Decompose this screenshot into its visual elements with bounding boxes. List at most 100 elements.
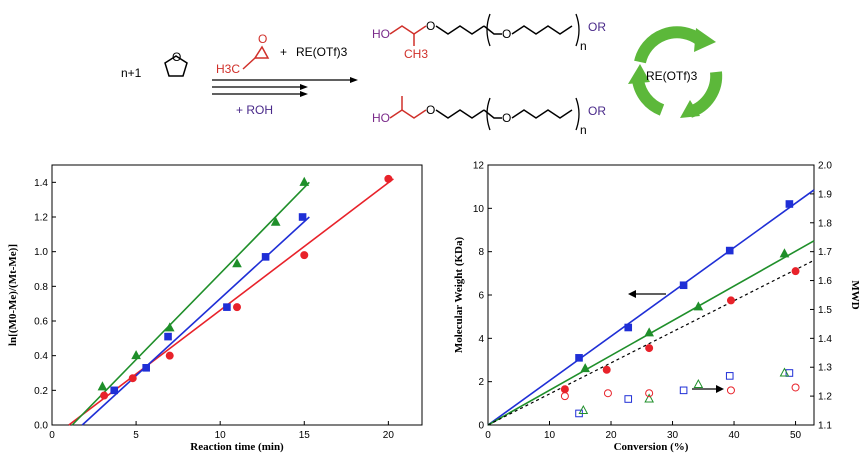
kinetics-fit-line-green — [71, 181, 310, 426]
mw-x-tick-label: 50 — [790, 430, 802, 441]
mwd-point-green — [693, 378, 704, 389]
kinetics-fit-line-red — [68, 178, 394, 426]
roh-label: + ROH — [236, 103, 273, 117]
kinetics-point-red — [233, 303, 241, 312]
mw-y-tick-label: 6 — [478, 291, 484, 302]
mwd-point-blue — [679, 386, 688, 395]
mwd-y-tick-label: 1.3 — [818, 363, 832, 374]
mw-point-red — [560, 385, 569, 394]
mw-arrow-left — [628, 290, 666, 298]
mw-plot-frame — [487, 164, 815, 426]
mw-x-tick-label: 10 — [544, 430, 556, 441]
epoxide-molecule: H3C O — [216, 32, 270, 76]
mwd-y-tick-label: 1.6 — [818, 276, 832, 287]
mw-x-tick-label: 30 — [667, 430, 679, 441]
product1-ho: HO — [372, 27, 390, 41]
kinetics-y-tick-label: 1.2 — [34, 213, 48, 224]
kinetics-point-red — [128, 374, 137, 383]
mw-y-tick-label: 10 — [473, 204, 485, 215]
mwd-y-tick-label: 1.4 — [818, 334, 832, 345]
product1-ch3: CH3 — [404, 47, 428, 61]
kinetics-point-red — [300, 251, 309, 260]
mwd-point-blue — [725, 372, 734, 380]
thf-oxygen: O — [172, 50, 181, 64]
reactant-coefficient: n+1 — [121, 66, 142, 80]
kinetics-point-green — [232, 258, 242, 268]
mw-fit-line-red — [487, 259, 815, 426]
kinetics-y-tick-label: 0.6 — [34, 317, 48, 328]
mwd-point-red — [603, 389, 612, 398]
kinetics-x-tick-label: 0 — [49, 430, 55, 441]
kinetics-point-red — [100, 391, 109, 400]
kinetics-point-blue — [110, 386, 119, 395]
mw-fit-line-blue — [487, 189, 815, 426]
mw-axes: 0 10 20 30 40 50 0 2 4 6 8 10 12 1.1 1.2 1.3 1.4 1.5 1.6 1.… — [473, 161, 832, 442]
mw-y-tick-label: 2 — [478, 377, 484, 388]
kinetics-point-blue — [142, 364, 150, 372]
mwd-y-tick-label: 2.0 — [818, 161, 832, 172]
catalyst-label: RE(OTf)3 — [296, 45, 348, 59]
mwd-point-red — [560, 392, 569, 401]
mw-y-tick-label: 0 — [478, 421, 484, 432]
svg-text:O: O — [426, 103, 435, 117]
kinetics-point-green — [131, 350, 141, 360]
kinetics-x-tick-label: 15 — [299, 430, 311, 441]
mw-point-green — [779, 248, 790, 258]
mwd-point-green — [779, 367, 790, 377]
kinetics-fit-line-blue — [81, 216, 310, 426]
kinetics-y-tick-label: 0.2 — [34, 386, 48, 397]
svg-text:O: O — [502, 111, 511, 125]
kinetics-y-tick-label: 1.4 — [34, 178, 48, 189]
kinetics-point-blue — [261, 253, 270, 261]
kinetics-point-green — [299, 176, 310, 186]
reaction-scheme: n+1 O H3C O + RE(OTf)3 + ROH HO CH3 — [121, 13, 723, 137]
mw-x-tick-label: 0 — [485, 430, 491, 441]
product2-or: OR — [588, 104, 606, 118]
mw-point-blue — [785, 200, 794, 208]
mwd-y-tick-label: 1.1 — [818, 421, 832, 432]
product-1: HO CH3 O O n OR — [372, 13, 606, 61]
mw-y-axis-label: Molecular Weight (KDa) — [453, 237, 465, 354]
kinetics-points — [97, 174, 393, 400]
kinetics-y-tick-label: 0.4 — [34, 351, 48, 362]
recycle-icon — [628, 26, 723, 118]
mwd-point-red — [645, 389, 654, 398]
mw-points — [560, 200, 800, 418]
mw-x-tick-label: 20 — [605, 430, 617, 441]
mw-point-blue — [725, 246, 734, 255]
epoxide-methyl-label: H3C — [216, 62, 240, 76]
mw-point-blue — [575, 354, 583, 362]
mw-point-blue — [624, 323, 633, 332]
mw-point-green — [644, 327, 654, 337]
recycle-catalyst-label: RE(OTf)3 — [646, 69, 698, 83]
kinetics-x-tick-label: 5 — [133, 430, 139, 441]
kinetics-y-tick-label: 0.0 — [34, 421, 48, 432]
mw-x-tick-label: 40 — [728, 430, 740, 441]
mw-x-axis-label: Conversion (%) — [614, 441, 689, 453]
mwd-point-red — [726, 386, 735, 395]
mwd-point-green — [644, 393, 654, 403]
plus-sign: + — [280, 45, 287, 59]
svg-text:O: O — [502, 27, 511, 41]
epoxide-oxygen: O — [258, 32, 267, 46]
mwd-y-tick-label: 1.7 — [818, 247, 832, 258]
mw-point-red — [602, 365, 611, 374]
mwd-arrow-right — [692, 385, 724, 393]
kinetics-y-tick-label: 0.8 — [34, 282, 48, 293]
kinetics-point-red — [165, 351, 174, 360]
reaction-arrows — [212, 77, 358, 97]
kinetics-point-blue — [164, 332, 172, 341]
kinetics-point-blue — [298, 213, 307, 221]
kinetics-axes: 0 5 10 15 20 0.0 0.2 0.4 0.6 0.8 1.0 1.2 1.4 — [34, 178, 394, 441]
svg-text:O: O — [426, 19, 435, 33]
mwd-y-tick-label: 1.5 — [818, 305, 832, 316]
mwd-y-tick-label: 1.9 — [818, 189, 832, 200]
product2-ho: HO — [372, 111, 390, 125]
mw-point-green — [693, 301, 704, 311]
mw-y-tick-label: 12 — [473, 161, 485, 172]
kinetics-point-red — [384, 174, 393, 183]
product-2: HO O O n OR — [372, 96, 606, 137]
kinetics-point-green — [97, 381, 108, 391]
mw-y-tick-label: 8 — [478, 247, 484, 258]
kinetics-chart: 0 5 10 15 20 0.0 0.2 0.4 0.6 0.8 1.0 1.2 1.4 Reactio… — [7, 164, 423, 453]
